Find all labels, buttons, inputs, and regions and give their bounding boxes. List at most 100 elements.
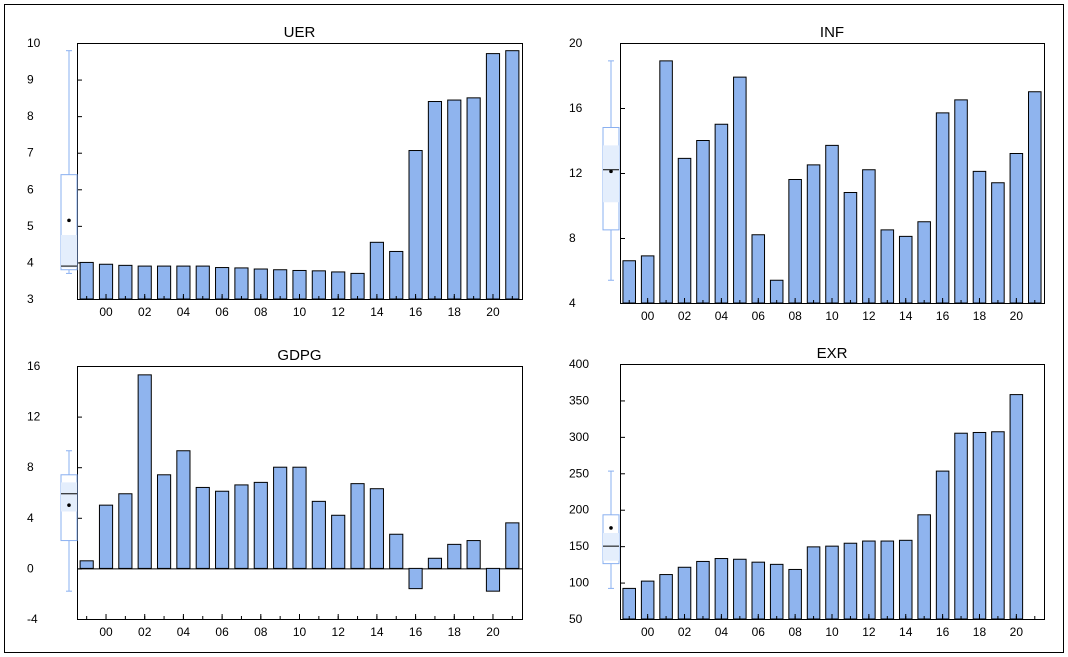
x-tick-label: 04 [715,309,729,323]
bar-2009 [273,466,288,569]
x-tick-label: 08 [788,309,802,323]
bar-2016 [935,112,950,304]
y-tick-label: 4 [27,255,34,269]
x-tick-label: 14 [899,625,913,639]
bar-2012 [862,540,876,620]
bar-2002 [677,566,692,620]
bar-2010 [825,144,839,304]
bar-2002 [137,374,152,569]
bar-2004 [176,450,191,569]
bar-2008 [788,568,802,620]
box-mean-dot [67,218,71,223]
bar-2014 [369,488,384,569]
bar-2013 [880,540,895,620]
bar-2020 [1009,394,1024,620]
bar-2009 [806,546,821,620]
y-tick-label: 8 [569,231,576,245]
box-inner-band [61,235,77,268]
bar-2019 [991,182,1005,304]
x-tick-label: 20 [1010,309,1024,323]
x-tick-label: 00 [99,625,113,639]
bar-2021 [505,50,520,300]
bar-2003 [156,474,172,569]
figure-border [4,4,1064,653]
x-tick-label: 10 [825,309,839,323]
bar-2010 [825,545,839,620]
y-tick-label: 350 [569,393,589,407]
y-tick-label: 20 [569,36,583,50]
x-tick-label: 08 [254,305,268,319]
panel-inf: INF 4 8 12 16 20 00 02 04 06 08 10 12 14 16 18 20 [569,24,1045,323]
bar-2016 [408,567,423,590]
bar-2015 [389,533,404,569]
bar-2001 [118,493,133,569]
y-tick-label: -4 [27,612,38,626]
bar-2015 [917,221,931,304]
bar-2017 [954,432,968,620]
bar-2018 [447,543,462,569]
y-tick-label: 12 [27,410,41,424]
y-tick-label: 3 [27,292,34,306]
bar-2017 [427,101,443,300]
x-tick-label: 20 [1010,625,1024,639]
x-tick-label: 02 [678,625,692,639]
bar-2018 [972,431,987,620]
bar-1999 [622,587,636,620]
plot-frame [77,43,523,300]
y-tick-label: 200 [569,503,589,517]
x-tick-label: 02 [678,309,692,323]
panel-uer: UER 3 4 5 6 7 8 9 10 00 02 04 06 08 10 12 14 16 18 20 [27,24,523,319]
bar-2021 [505,522,520,569]
x-tick-label: 06 [215,305,229,319]
y-tick-label: 10 [27,36,41,50]
x-tick-label: 14 [899,309,913,323]
bar-2000 [640,580,655,620]
bar-2004 [714,123,729,304]
x-tick-label: 20 [486,305,500,319]
bar-2001 [659,60,673,304]
x-tick-label: 00 [641,309,655,323]
bar-2011 [843,192,858,304]
bar-2006 [751,234,766,304]
y-tick-label: 400 [569,357,589,371]
y-tick-label: 16 [27,359,41,373]
bar-2005 [733,76,747,304]
box-inner-band [603,145,619,203]
bar-2000 [640,255,655,304]
box-mean-dot [609,169,613,174]
bar-2011 [311,270,326,300]
y-tick-label: 150 [569,539,589,553]
box-mean-dot [67,503,71,507]
bar-2013 [350,272,365,300]
bar-2017 [427,557,443,569]
x-tick-label: 08 [788,625,802,639]
bar-2008 [788,179,802,304]
bar-2013 [350,483,365,569]
bar-2009 [806,164,821,304]
x-tick-label: 16 [409,625,423,639]
bar-2020 [1009,153,1024,304]
bar-2015 [389,250,404,300]
x-tick-label: 04 [177,305,191,319]
bar-2006 [751,561,766,620]
box-inner-band [603,533,619,561]
bar-2019 [991,431,1005,620]
bar-2020 [485,567,501,592]
x-tick-label: 02 [138,305,152,319]
x-tick-label: 16 [936,625,950,639]
y-tick-label: 0 [27,561,34,575]
chart-title: GDPG [277,347,321,364]
y-tick-label: 300 [569,430,589,444]
bar-2019 [466,540,481,569]
bar-2000 [98,263,114,300]
bar-2003 [156,265,172,300]
bar-2007 [234,267,249,300]
x-tick-label: 18 [973,625,987,639]
bar-2004 [714,558,729,620]
bar-2014 [898,235,913,304]
bar-2019 [466,97,481,300]
bar-2006 [215,490,230,569]
bar-2017 [954,99,968,304]
y-tick-label: 100 [569,576,589,590]
